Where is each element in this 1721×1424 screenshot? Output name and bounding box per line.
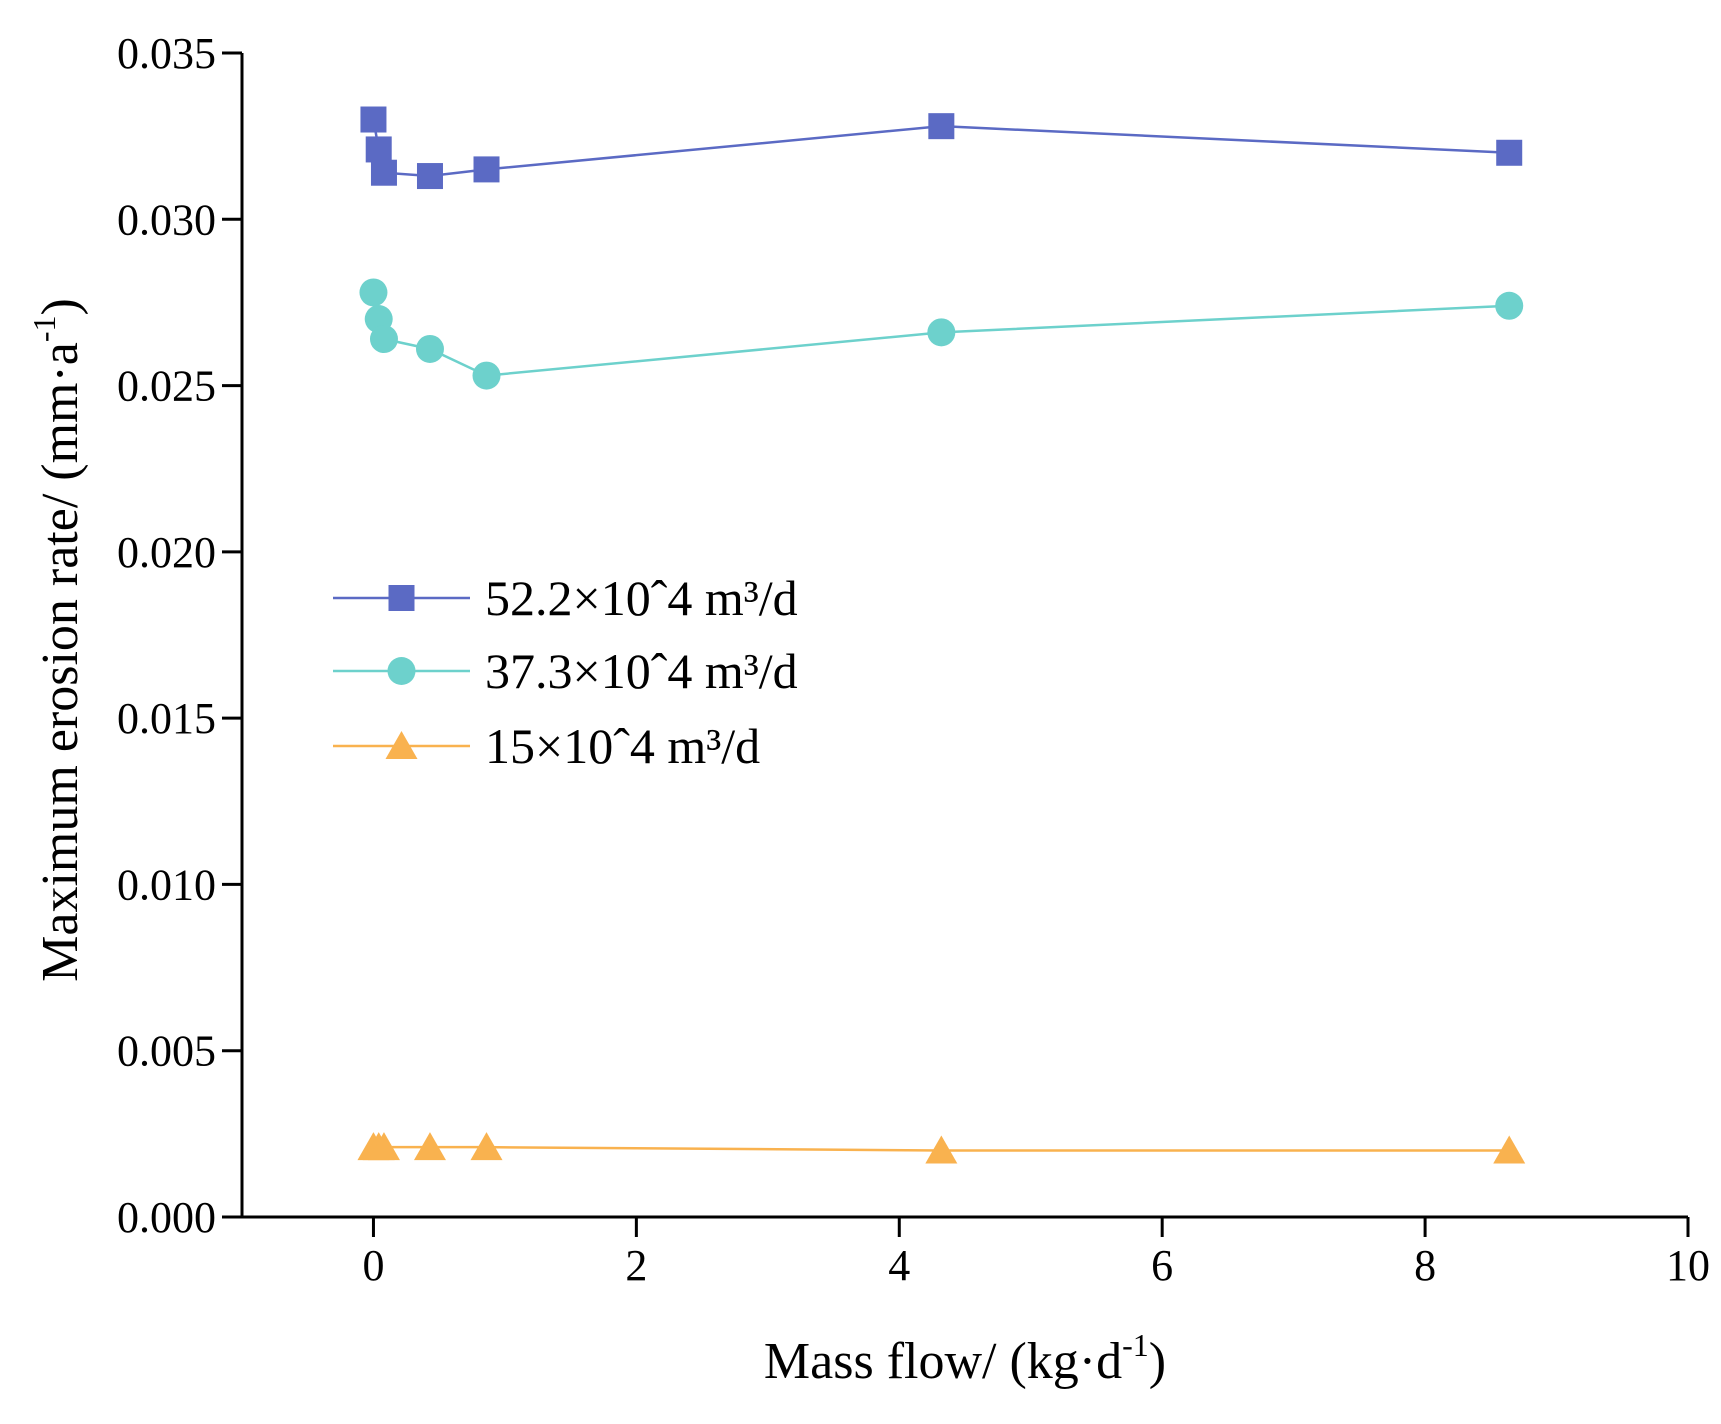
legend: 52.2×10ˆ4 m³/d 37.3×10ˆ4 m³/d 15×10ˆ4 m³/d	[333, 570, 798, 774]
axes: 0.000 0.005 0.010 0.015 0.020 0.025 0.030 0.035…	[117, 29, 1710, 1290]
x-tick-label: 6	[1151, 1241, 1173, 1290]
data-point	[367, 1132, 400, 1161]
legend-item: 37.3×10ˆ4 m³/d	[333, 643, 798, 699]
data-point	[1493, 1135, 1526, 1164]
y-axis-title-close: )	[32, 298, 89, 315]
data-point	[1496, 139, 1523, 166]
legend-label: 15×10ˆ4 m³/d	[485, 718, 760, 774]
data-point	[928, 113, 955, 140]
y-axis-title: Maximum erosion rate/ (mm·a-1)	[26, 298, 89, 982]
data-point	[370, 159, 397, 186]
x-axis-title-close: )	[1149, 1333, 1166, 1390]
y-tick-label: 0.030	[117, 195, 216, 244]
data-point	[473, 156, 500, 183]
legend-marker	[388, 585, 415, 611]
data-point	[413, 1132, 446, 1161]
y-tick-label: 0.015	[117, 694, 216, 743]
data-point	[415, 334, 444, 363]
x-tick-label: 10	[1666, 1241, 1710, 1290]
data-point	[416, 163, 443, 190]
data-point	[470, 1132, 503, 1161]
y-tick-label: 0.005	[117, 1027, 216, 1076]
data-point	[360, 106, 387, 133]
x-tick-label: 4	[888, 1241, 910, 1290]
data-point	[927, 318, 956, 347]
legend-label: 52.2×10ˆ4 m³/d	[485, 570, 798, 626]
x-tick-label: 0	[362, 1241, 384, 1290]
x-axis-title: Mass flow/ (kg·d-1)	[764, 1327, 1166, 1390]
y-tick-label: 0.010	[117, 860, 216, 909]
legend-item: 15×10ˆ4 m³/d	[333, 718, 760, 774]
data-point	[925, 1135, 958, 1164]
data-point	[369, 325, 398, 354]
data-point	[365, 136, 392, 163]
legend-marker	[387, 657, 416, 685]
legend-item: 52.2×10ˆ4 m³/d	[333, 570, 798, 626]
data-point	[359, 278, 388, 307]
y-tick-label: 0.000	[117, 1193, 216, 1242]
x-tick-label: 8	[1414, 1241, 1436, 1290]
x-axis-title-main: Mass flow/ (kg·d	[764, 1333, 1122, 1390]
series-1	[360, 106, 1523, 190]
y-axis-title-main: Maximum erosion rate/ (mm·a	[32, 342, 89, 982]
x-tick-label: 2	[625, 1241, 647, 1290]
data-point	[1495, 291, 1524, 320]
series-2	[359, 278, 1524, 390]
legend-label: 37.3×10ˆ4 m³/d	[485, 643, 798, 699]
y-axis-title-sup: -1	[26, 315, 62, 342]
data-point	[472, 361, 501, 390]
legend-marker	[385, 731, 418, 759]
y-tick-label: 0.025	[117, 362, 216, 411]
x-axis-title-sup: -1	[1122, 1327, 1149, 1363]
series-3	[357, 1132, 1526, 1164]
y-tick-label: 0.020	[117, 528, 216, 577]
series-group	[357, 106, 1526, 1164]
y-tick-label: 0.035	[117, 29, 216, 78]
